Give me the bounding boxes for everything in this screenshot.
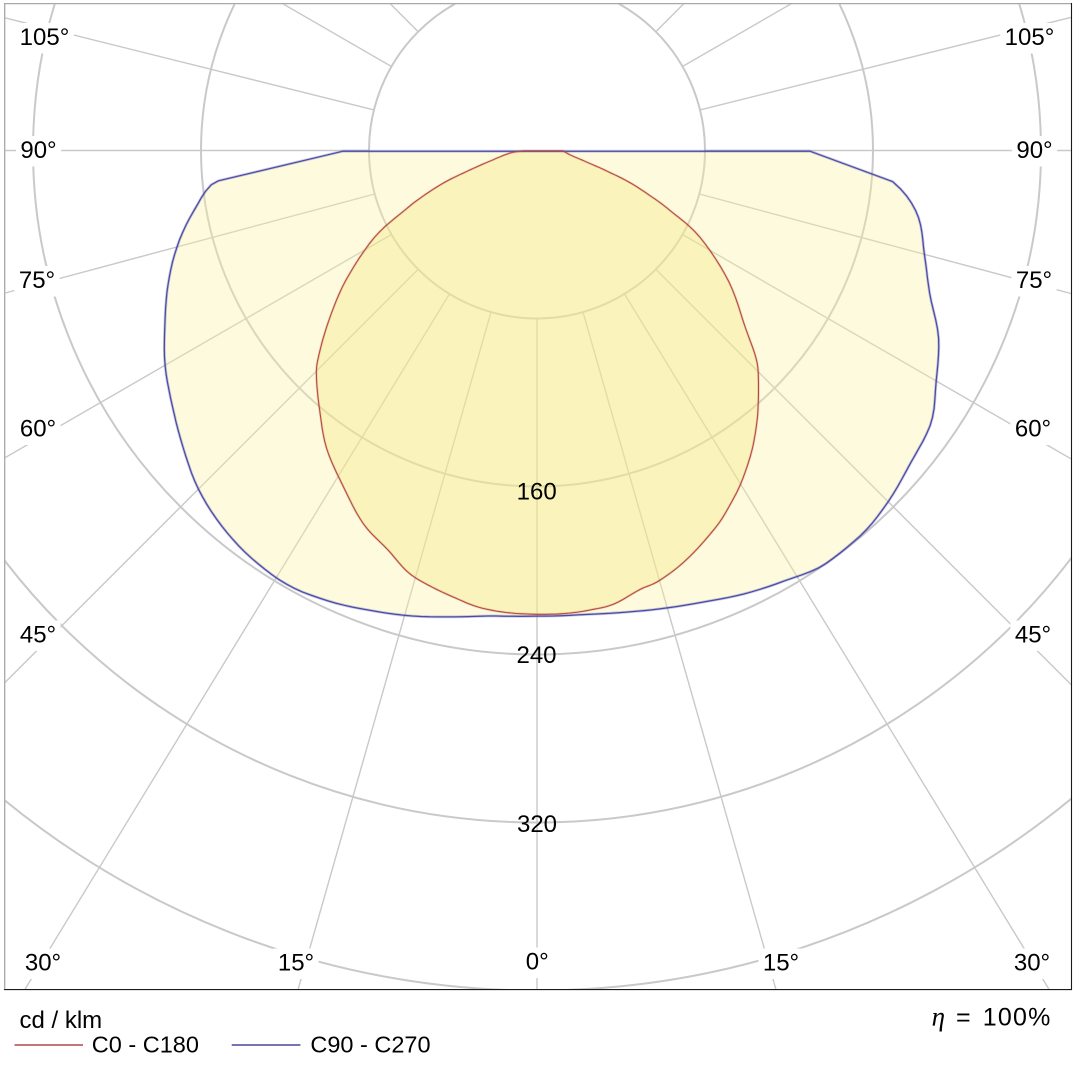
svg-text:C0 - C180: C0 - C180 bbox=[92, 1032, 199, 1058]
svg-text:cd / klm: cd / klm bbox=[20, 1007, 103, 1034]
svg-text:15°: 15° bbox=[278, 950, 314, 977]
svg-text:160: 160 bbox=[517, 479, 557, 506]
svg-text:60°: 60° bbox=[1015, 416, 1051, 443]
svg-text:105°: 105° bbox=[20, 24, 70, 51]
svg-text:45°: 45° bbox=[20, 622, 56, 649]
svg-text:15°: 15° bbox=[763, 950, 799, 977]
svg-text:60°: 60° bbox=[20, 416, 56, 443]
svg-text:45°: 45° bbox=[1015, 622, 1051, 649]
svg-text:η = 100%: η = 100% bbox=[932, 1002, 1052, 1032]
svg-text:30°: 30° bbox=[1014, 950, 1050, 977]
svg-text:30°: 30° bbox=[25, 950, 61, 977]
svg-text:105°: 105° bbox=[1005, 24, 1055, 51]
svg-text:75°: 75° bbox=[1016, 267, 1052, 294]
svg-text:90°: 90° bbox=[1016, 137, 1052, 164]
svg-text:0°: 0° bbox=[526, 949, 549, 976]
svg-text:75°: 75° bbox=[19, 267, 55, 294]
svg-text:240: 240 bbox=[516, 642, 556, 669]
svg-text:C90 - C270: C90 - C270 bbox=[310, 1032, 430, 1058]
svg-text:320: 320 bbox=[517, 811, 557, 838]
svg-text:90°: 90° bbox=[20, 137, 56, 164]
